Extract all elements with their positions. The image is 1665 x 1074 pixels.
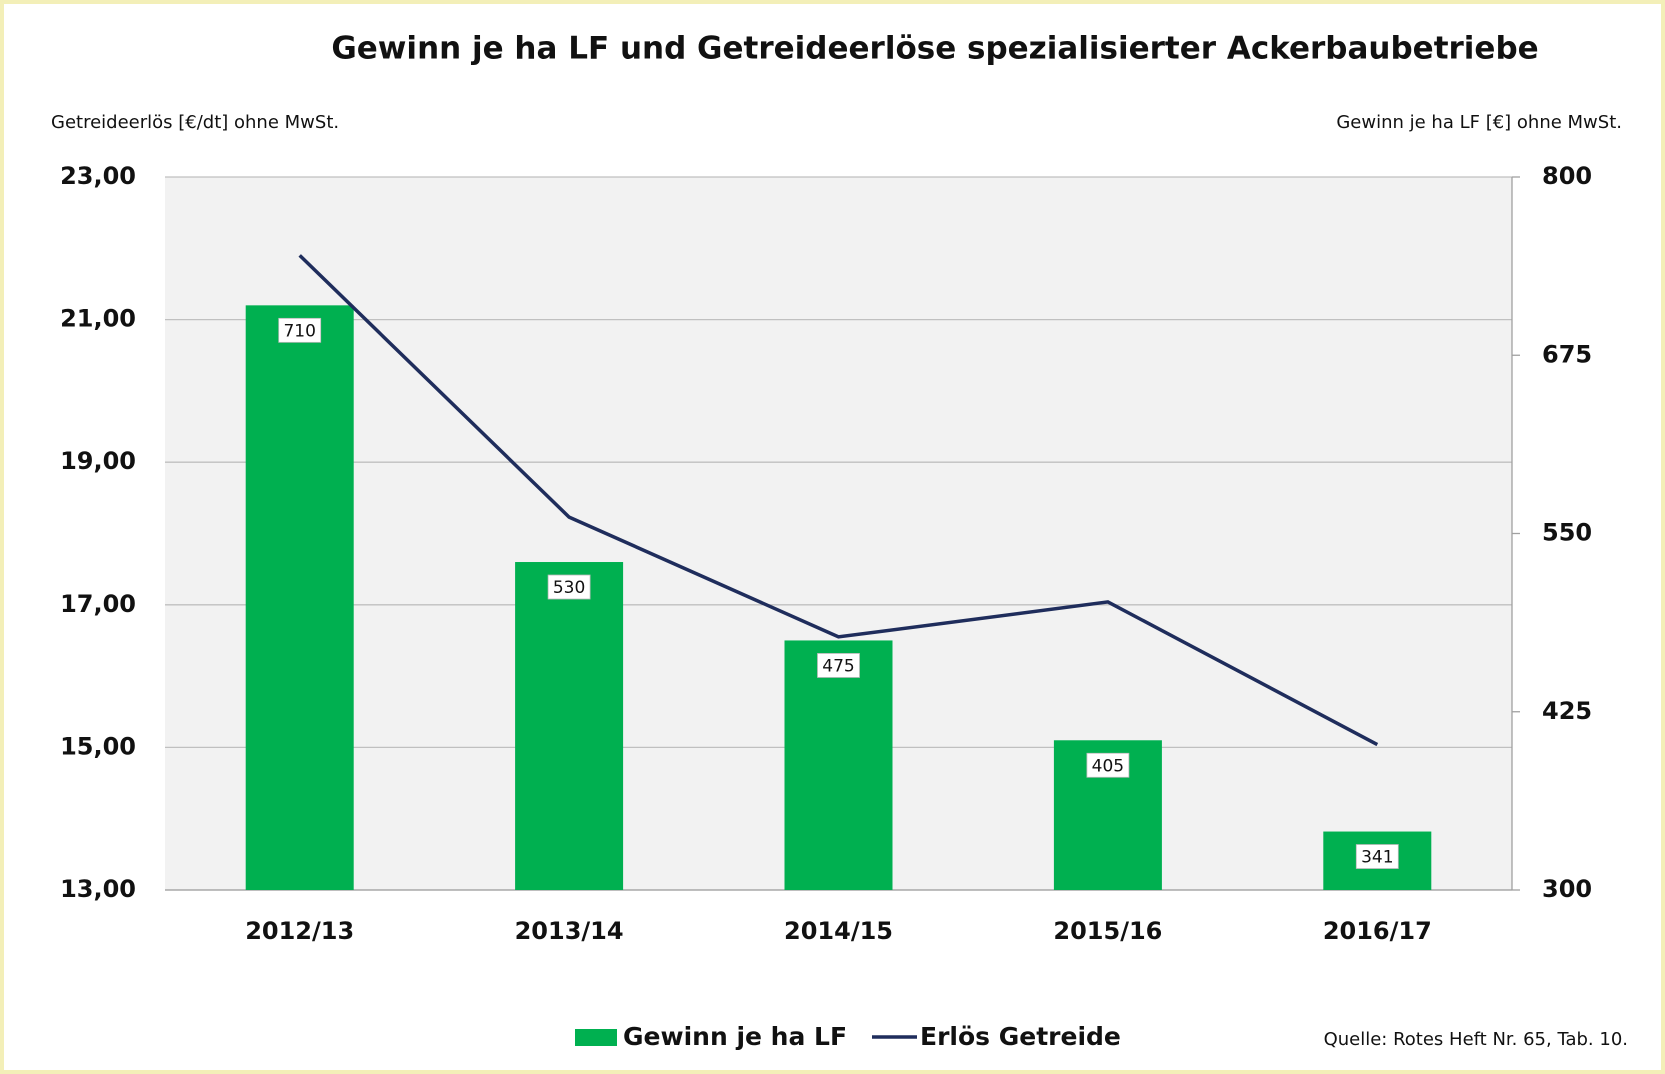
y-axis-label: Getreideerlös [€/dt] ohne MwSt.: [51, 112, 339, 133]
y2-tick-label: 550: [1542, 519, 1592, 547]
bar: [245, 305, 354, 891]
x-tick-label: 2013/14: [515, 917, 624, 945]
source: Quelle: Rotes Heft Nr. 65, Tab. 10.: [1324, 1029, 1628, 1050]
bar: [784, 640, 893, 890]
data-label: 710: [283, 321, 315, 341]
x-tick-label: 2015/16: [1053, 917, 1162, 945]
y-tick-label: 21,00: [60, 305, 136, 333]
y-tick-label: 19,00: [60, 447, 136, 475]
data-label-box: [1355, 844, 1399, 869]
y2-tick-label: 800: [1542, 162, 1592, 190]
y-tick-label: 15,00: [60, 732, 136, 760]
legend-label: Gewinn je ha LF: [623, 1022, 847, 1051]
data-label-box: [817, 653, 860, 678]
data-label: 475: [822, 656, 854, 676]
data-label: 341: [1361, 848, 1393, 868]
x-tick-label: 2014/15: [784, 917, 893, 945]
chart-title: Gewinn je ha LF und Getreideerlöse spezi…: [331, 31, 1538, 67]
data-label-box: [1086, 752, 1130, 778]
y2-tick-label: 300: [1542, 875, 1592, 903]
y-tick-label: 13,00: [60, 875, 136, 903]
line: [298, 254, 1379, 747]
data-label: 530: [553, 578, 585, 598]
legend-label: Erlös Getreide: [920, 1022, 1121, 1051]
y2-tick-label: 425: [1542, 697, 1592, 725]
x-tick-label: 2012/13: [245, 917, 354, 945]
bar: [515, 562, 624, 890]
legend-swatch: [575, 1029, 617, 1046]
x-tick-label: 2016/17: [1323, 917, 1432, 945]
y2-tick-label: 675: [1542, 340, 1592, 368]
y-tick-label: 23,00: [60, 162, 136, 190]
data-label-box: [547, 574, 591, 600]
data-label-box: [278, 317, 322, 343]
y-tick-label: 17,00: [60, 590, 136, 618]
data-label: 405: [1092, 756, 1124, 776]
y2-axis-label: Gewinn je ha LF [€] ohne MwSt.: [1336, 112, 1622, 133]
